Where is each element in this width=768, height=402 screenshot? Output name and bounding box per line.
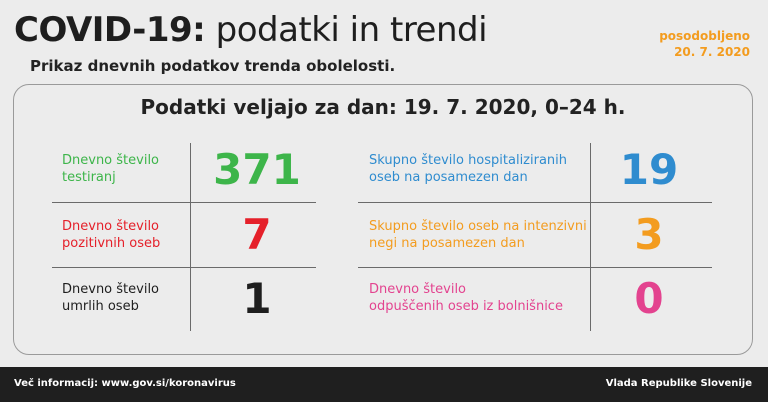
stat-value-deaths: 1 [242, 274, 272, 323]
footer-org: Vlada Republike Slovenije [605, 378, 752, 389]
stat-label-positive: Dnevno število pozitivnih oseb [62, 218, 160, 252]
stat-value-discharged: 0 [634, 274, 664, 323]
stat-label-line: odpuščenih oseb iz bolnišnice [369, 299, 563, 314]
stat-label-line: testiranj [62, 170, 116, 185]
page-title: COVID-19: podatki in trendi [14, 8, 488, 52]
stat-label-tests: Dnevno število testiranj [62, 152, 159, 186]
footer-bar: Več informacij: www.gov.si/koronavirus V… [0, 367, 768, 402]
divider-right-vertical [590, 143, 591, 331]
stat-label-line: negi na posamezen dan [369, 236, 525, 251]
footer-info-link[interactable]: Več informacij: www.gov.si/koronavirus [14, 378, 236, 389]
stat-label-line: Dnevno število [62, 153, 160, 168]
divider-right-row1 [358, 202, 712, 203]
stat-label-line: Dnevno število [369, 282, 467, 297]
stat-value-intensive: 3 [634, 210, 664, 259]
title-light: podatki in trendi [215, 10, 488, 50]
stat-label-line: Dnevno število [62, 282, 160, 297]
stat-value-hospitalized: 19 [619, 145, 679, 194]
divider-left-row2 [52, 267, 316, 268]
title-bold: COVID-19: [14, 10, 206, 50]
stat-label-line: umrlih oseb [62, 299, 139, 314]
updated-date: 20. 7. 2020 [674, 45, 750, 59]
stat-label-deaths: Dnevno število umrlih oseb [62, 281, 159, 315]
divider-left-row1 [52, 202, 316, 203]
stat-value-tests: 371 [213, 145, 301, 194]
divider-right-row2 [358, 267, 712, 268]
stats-panel: Podatki veljajo za dan: 19. 7. 2020, 0–2… [13, 84, 753, 355]
page-subtitle: Prikaz dnevnih podatkov trenda obolelost… [30, 57, 396, 75]
updated-block: posodobljeno 20. 7. 2020 [659, 28, 750, 60]
stat-label-line: Dnevno število [62, 219, 160, 234]
stat-value-positive: 7 [242, 210, 272, 259]
stat-label-intensive: Skupno število oseb na intenzivni negi n… [369, 218, 587, 252]
stat-label-line: Skupno število oseb na intenzivni [369, 219, 587, 234]
stat-label-line: pozitivnih oseb [62, 236, 161, 251]
stat-label-line: oseb na posamezen dan [369, 170, 528, 185]
stat-label-hospitalized: Skupno število hospitaliziranih oseb na … [369, 152, 567, 186]
stat-label-discharged: Dnevno število odpuščenih oseb iz bolniš… [369, 281, 563, 315]
divider-left-vertical [190, 143, 191, 331]
panel-title: Podatki veljajo za dan: 19. 7. 2020, 0–2… [140, 95, 626, 119]
stat-label-line: Skupno število hospitaliziranih [369, 153, 568, 168]
updated-label: posodobljeno [659, 29, 750, 43]
